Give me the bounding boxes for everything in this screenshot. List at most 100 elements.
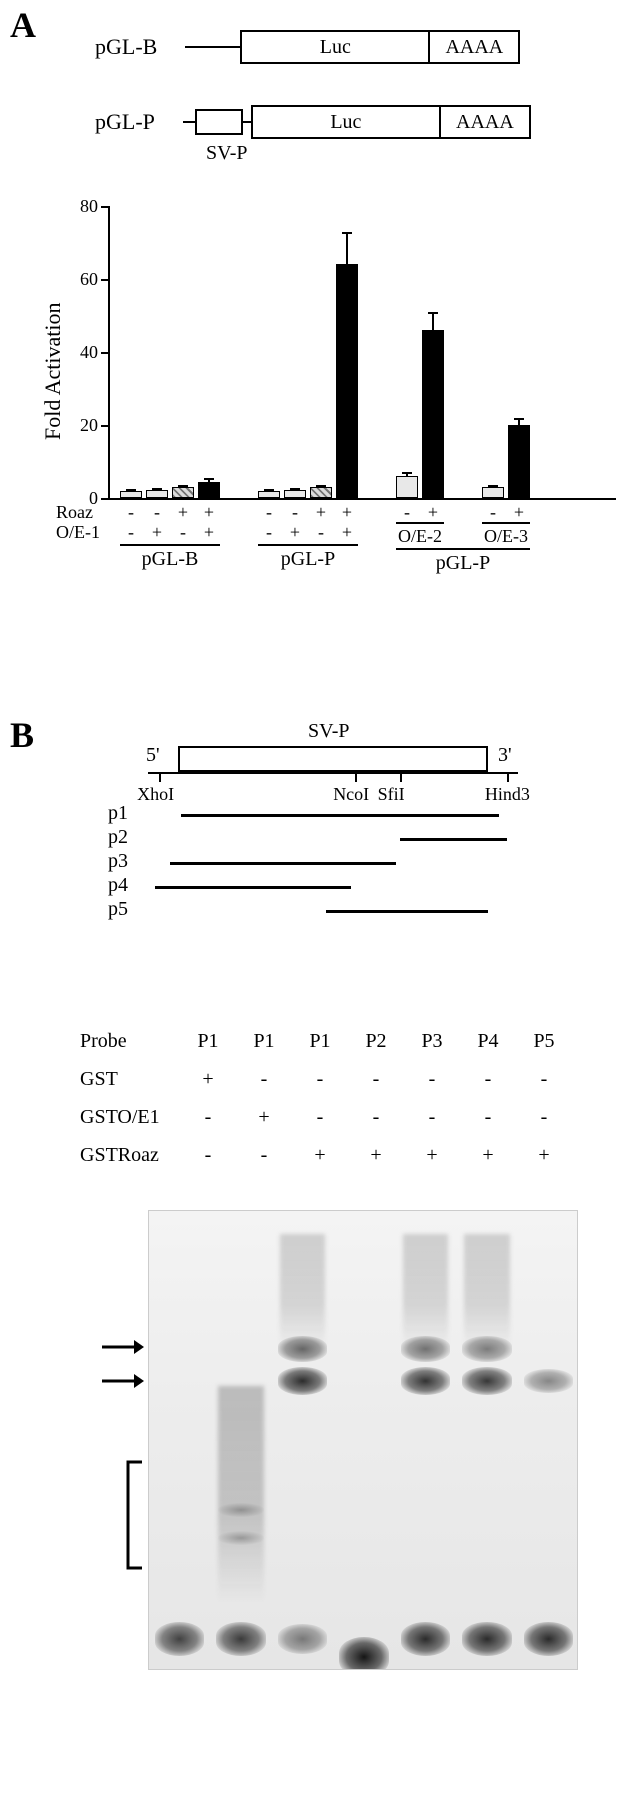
- error-cap: [316, 485, 326, 487]
- gel-lane: [333, 1211, 394, 1669]
- polya-box: AAAA: [441, 105, 531, 139]
- error-cap: [428, 312, 438, 314]
- y-tick-label: 80: [70, 196, 98, 217]
- restriction-site-tick: [159, 772, 161, 782]
- polya-box: AAAA: [430, 30, 520, 64]
- reporter-label: pGL-B: [120, 548, 220, 571]
- gel-row-label: Probe: [80, 1030, 176, 1053]
- restriction-site-tick: [355, 772, 357, 782]
- promoter-diagram: SV-P 5' 3' XhoINcoISfiIHind3 p1p2p3p4p5: [148, 720, 518, 970]
- promoter-label: SV-P: [206, 142, 248, 165]
- gel-header-cell: -: [348, 1106, 404, 1129]
- bar: [396, 476, 418, 498]
- svp-title: SV-P: [308, 720, 350, 743]
- probe-line: [170, 862, 396, 865]
- gel-band: [401, 1367, 450, 1395]
- probe-line: [326, 910, 489, 913]
- y-tick: [101, 206, 108, 208]
- gel-row-label: GST: [80, 1068, 176, 1091]
- roaz-mark: -: [396, 502, 418, 523]
- gel-band: [216, 1622, 265, 1656]
- group-underline: [258, 544, 358, 546]
- error-cap: [204, 478, 214, 480]
- probe-line: [155, 886, 351, 889]
- gel-band: [462, 1367, 511, 1395]
- gel-header-cell: P1: [292, 1030, 348, 1053]
- gel-header-cell: +: [460, 1144, 516, 1167]
- subgroup-underline: [482, 522, 530, 524]
- gel-band-faint: [218, 1531, 263, 1545]
- construct-leader-line: [183, 121, 195, 123]
- gel-smear: [218, 1386, 263, 1602]
- y-tick: [101, 279, 108, 281]
- y-axis: [108, 206, 110, 500]
- construct-leader-line: [185, 46, 240, 48]
- gel-header-cell: P3: [404, 1030, 460, 1053]
- probe-name: p1: [108, 802, 128, 825]
- y-tick-label: 20: [70, 415, 98, 436]
- gel-header-cell: -: [180, 1106, 236, 1129]
- gel-lane: [210, 1211, 271, 1669]
- restriction-site-label: Hind3: [485, 784, 530, 805]
- oe1-mark: -: [258, 522, 280, 543]
- gel-row-label: GSTO/E1: [80, 1106, 176, 1129]
- roaz-mark: +: [310, 502, 332, 523]
- construct-spacer-line: [243, 121, 251, 123]
- oe1-mark: +: [198, 522, 220, 543]
- bar: [310, 487, 332, 498]
- roaz-mark: -: [258, 502, 280, 523]
- probe-line: [181, 814, 499, 817]
- roaz-mark: +: [336, 502, 358, 523]
- gel-header-cell: -: [180, 1144, 236, 1167]
- construct-pgl-p: pGL-P Luc AAAA: [95, 105, 531, 139]
- gel-header-cell: -: [516, 1068, 572, 1091]
- gel-image: [148, 1210, 578, 1670]
- roaz-mark: -: [120, 502, 142, 523]
- gel-row-label: GSTRoaz: [80, 1144, 176, 1167]
- error-cap: [178, 485, 188, 487]
- bar: [284, 490, 306, 498]
- roaz-mark: +: [422, 502, 444, 523]
- svp-box: [178, 746, 488, 772]
- roaz-mark: +: [198, 502, 220, 523]
- bar: [482, 487, 504, 498]
- gel-header-cell: P2: [348, 1030, 404, 1053]
- reporter-label: pGL-P: [258, 548, 358, 571]
- y-tick-label: 40: [70, 342, 98, 363]
- promoter-baseline: [148, 772, 518, 774]
- gel-header-cell: P4: [460, 1030, 516, 1053]
- y-tick: [101, 425, 108, 427]
- gel-lane: [456, 1211, 517, 1669]
- gel-band: [278, 1336, 327, 1362]
- roaz-mark: -: [146, 502, 168, 523]
- gel-band: [462, 1336, 511, 1362]
- oe1-mark: +: [336, 522, 358, 543]
- y-tick: [101, 352, 108, 354]
- error-bar: [346, 232, 348, 265]
- gel-header-cell: P5: [516, 1030, 572, 1053]
- error-cap: [264, 489, 274, 491]
- gel-header-cell: +: [348, 1144, 404, 1167]
- restriction-site-label: SfiI: [378, 784, 405, 805]
- error-cap: [290, 488, 300, 490]
- gel-header-cell: -: [404, 1068, 460, 1091]
- gel-smear: [464, 1234, 509, 1349]
- band-arrow-upper: [100, 1336, 144, 1358]
- oe1-mark: +: [146, 522, 168, 543]
- construct-pgl-b: pGL-B Luc AAAA: [95, 30, 520, 64]
- gel-lane: [149, 1211, 210, 1669]
- group-underline: [120, 544, 220, 546]
- oe-sublabel: O/E-2: [396, 526, 444, 547]
- oe1-mark: -: [172, 522, 194, 543]
- five-prime: 5': [146, 744, 160, 767]
- roaz-row-label: Roaz: [56, 502, 93, 523]
- y-tick: [101, 498, 108, 500]
- band-arrow-lower: [100, 1370, 144, 1392]
- gel-band: [278, 1367, 327, 1395]
- bar: [146, 490, 168, 498]
- roaz-mark: -: [284, 502, 306, 523]
- oe1-mark: -: [310, 522, 332, 543]
- probe-name: p3: [108, 850, 128, 873]
- roaz-mark: +: [508, 502, 530, 523]
- gel-header-cell: -: [292, 1106, 348, 1129]
